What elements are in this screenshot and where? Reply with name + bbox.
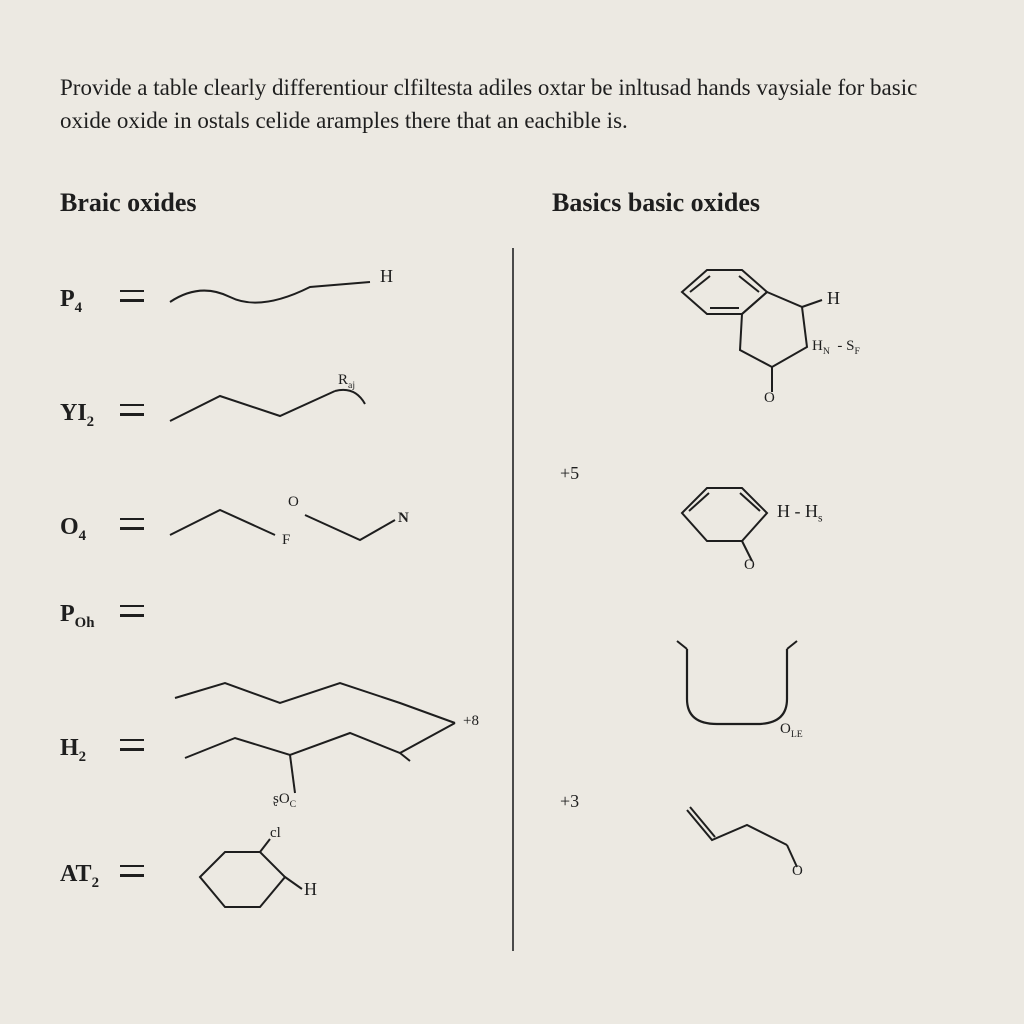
equals-icon xyxy=(120,865,144,877)
equals-icon xyxy=(120,739,144,751)
end-label-h: H xyxy=(380,266,393,287)
fig4-o: O xyxy=(792,863,803,880)
formula-p4: P4 xyxy=(60,286,82,317)
formula-poh: POh xyxy=(60,601,95,632)
left-heading: Braic oxides xyxy=(60,188,472,218)
fig2-o: O xyxy=(744,557,755,574)
equals-icon xyxy=(120,518,144,530)
column-divider xyxy=(512,248,514,951)
structure-at2: cl H xyxy=(160,827,480,937)
prompt-text: Provide a table clearly differentiour cl… xyxy=(60,71,964,138)
fig2-hhs: H - Hs xyxy=(777,501,823,525)
bottom-label-soc: ʂOC xyxy=(273,791,296,810)
end-label-n: N xyxy=(398,510,409,527)
fig2-plus5: +5 xyxy=(560,463,579,484)
equals-icon xyxy=(120,605,144,617)
end-label-r: Raj xyxy=(338,372,355,391)
left-row-h2: H2 +8 ʂOC xyxy=(60,663,472,813)
fig3-ole: OLE xyxy=(780,721,803,740)
left-column: Braic oxides P4 H YI2 xyxy=(60,188,512,951)
equals-icon xyxy=(120,290,144,302)
fig1-o: O xyxy=(764,390,775,407)
formula-at2: AT2 xyxy=(60,861,99,892)
right-column: Basics basic oxides H HN - SF xyxy=(512,188,964,951)
structure-o4: O F N xyxy=(160,480,480,575)
left-row-at2: AT2 cl H xyxy=(60,827,472,937)
equals-icon xyxy=(120,404,144,416)
fig4-plus3: +3 xyxy=(560,791,579,812)
mid-label-f: F xyxy=(282,532,290,549)
fig1-h: H xyxy=(827,288,840,309)
formula-yi2: YI2 xyxy=(60,400,94,431)
left-row-o4: O4 O F N xyxy=(60,480,472,575)
right-fig-1: H HN - SF O xyxy=(552,252,964,427)
right-fig-2: +5 H - Hs O xyxy=(552,453,964,603)
end-label-plus8: +8 xyxy=(463,713,479,730)
formula-h2: H2 xyxy=(60,735,86,766)
ring-label-h: H xyxy=(304,879,317,900)
structure-h2: +8 ʂOC xyxy=(155,663,515,813)
structure-p4: H xyxy=(160,252,480,352)
left-row-yi2: YI2 Raj xyxy=(60,366,472,466)
structure-yi2: Raj xyxy=(160,366,480,466)
left-row-p4: P4 H xyxy=(60,252,472,352)
right-fig-3: OLE xyxy=(552,629,964,759)
columns: Braic oxides P4 H YI2 xyxy=(60,188,964,951)
right-heading: Basics basic oxides xyxy=(552,188,964,218)
formula-o4: O4 xyxy=(60,514,86,545)
ring-label-cl: cl xyxy=(270,825,281,842)
page: Provide a table clearly differentiour cl… xyxy=(0,0,1024,1024)
mid-label-o: O xyxy=(288,494,299,511)
right-fig-4: +3 O xyxy=(552,785,964,915)
fig1-hnsf: HN - SF xyxy=(812,338,860,357)
